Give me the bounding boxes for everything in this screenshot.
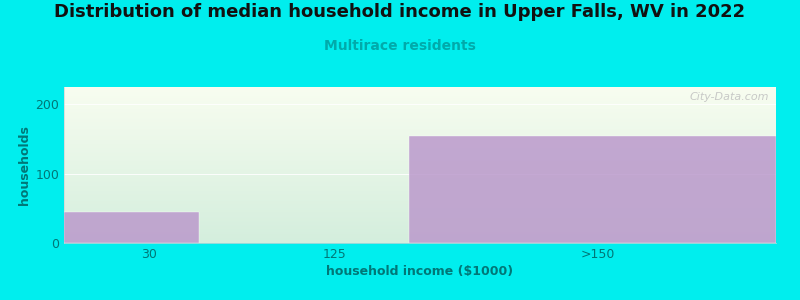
Text: Distribution of median household income in Upper Falls, WV in 2022: Distribution of median household income … (54, 3, 746, 21)
Bar (64, 212, 199, 243)
Text: Multirace residents: Multirace residents (324, 39, 476, 53)
X-axis label: household income ($1000): household income ($1000) (326, 265, 514, 278)
Text: City-Data.com: City-Data.com (690, 92, 769, 102)
Y-axis label: households: households (18, 125, 31, 205)
Bar (410, 136, 776, 243)
